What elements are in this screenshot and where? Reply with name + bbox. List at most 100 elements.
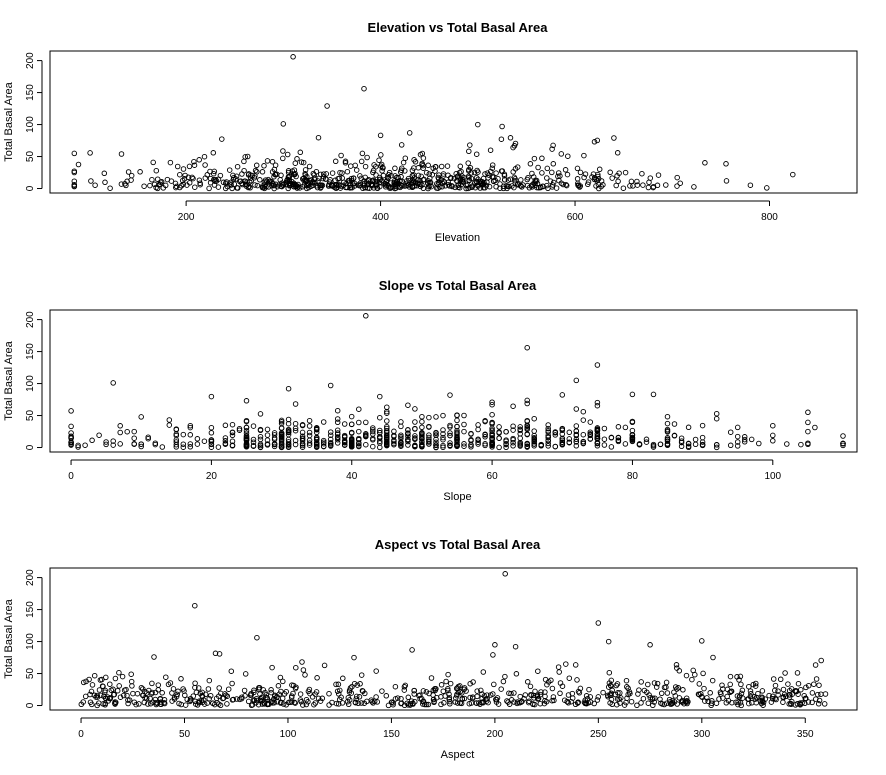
data-point [798, 441, 804, 448]
data-point [736, 694, 743, 700]
y-tick-label: 0 [25, 185, 36, 191]
data-point [594, 137, 601, 144]
data-point [217, 702, 224, 709]
data-point [549, 169, 555, 176]
data-point [292, 401, 299, 407]
data-point [244, 179, 250, 185]
data-point [692, 441, 699, 448]
data-point [777, 676, 784, 683]
data-point [566, 436, 573, 442]
data-point [147, 700, 154, 707]
data-point [377, 440, 383, 446]
data-point [243, 424, 250, 431]
data-point [285, 385, 292, 392]
data-point [780, 699, 786, 705]
data-point [169, 690, 175, 696]
data-point [717, 689, 724, 696]
data-point [299, 444, 306, 450]
data-point [398, 419, 404, 425]
data-point [352, 162, 358, 169]
data-point [166, 422, 173, 428]
data-point [265, 184, 272, 190]
data-point [816, 682, 822, 688]
data-point [222, 180, 229, 187]
data-point [119, 673, 126, 680]
data-point [544, 175, 550, 181]
data-point [537, 700, 544, 707]
data-point [797, 700, 803, 706]
data-point [405, 438, 411, 445]
data-point [727, 673, 734, 680]
y-tick-label: 150 [25, 601, 36, 618]
data-point [517, 431, 523, 437]
data-point [454, 417, 460, 424]
data-point [353, 696, 359, 702]
data-point [769, 696, 776, 702]
data-point [607, 700, 613, 706]
data-point [245, 698, 252, 705]
data-point [438, 163, 445, 170]
data-point [398, 142, 405, 148]
data-point [289, 693, 295, 699]
data-point [473, 178, 479, 185]
data-point [398, 423, 404, 430]
data-point [727, 429, 734, 435]
data-point [190, 175, 196, 182]
data-point [88, 178, 94, 184]
data-point [745, 696, 751, 702]
data-point [348, 413, 355, 420]
data-point [531, 436, 537, 442]
data-point [482, 171, 488, 177]
data-point [172, 180, 179, 187]
data-point [438, 701, 444, 708]
data-point [713, 700, 720, 706]
data-point [680, 687, 686, 693]
data-point [587, 419, 594, 425]
data-point [263, 694, 269, 701]
data-point [194, 436, 201, 442]
data-point [645, 681, 651, 688]
data-point [529, 182, 536, 188]
data-point [317, 698, 324, 704]
data-point [426, 441, 432, 447]
data-point [124, 428, 130, 435]
data-point [531, 415, 537, 422]
data-point [206, 677, 213, 684]
data-point [753, 694, 760, 701]
data-point [501, 176, 508, 183]
data-point [691, 184, 697, 190]
data-point [496, 424, 502, 430]
data-point [187, 432, 194, 438]
data-point [628, 178, 635, 185]
data-point [71, 169, 78, 176]
data-point [251, 175, 258, 181]
data-point [271, 432, 278, 438]
data-point [285, 699, 292, 706]
data-point [405, 433, 411, 439]
data-point [300, 159, 307, 166]
data-point [370, 435, 376, 442]
data-point [351, 654, 357, 661]
data-point [666, 696, 673, 703]
data-point [517, 693, 523, 700]
data-point [515, 181, 521, 187]
data-point [496, 430, 502, 436]
data-point [561, 697, 568, 703]
data-point [117, 694, 124, 700]
data-point [580, 439, 587, 445]
data-point [229, 429, 236, 436]
data-point [645, 700, 652, 706]
data-point [247, 692, 254, 698]
data-point [447, 443, 453, 449]
data-point [334, 434, 341, 440]
data-point [756, 440, 762, 447]
data-point [150, 159, 156, 166]
data-point [293, 173, 299, 180]
data-point [516, 700, 523, 706]
data-point [394, 695, 401, 701]
data-point [292, 425, 299, 432]
data-point [801, 692, 807, 699]
data-point [254, 182, 261, 189]
data-point [78, 701, 85, 708]
data-point [259, 169, 266, 175]
